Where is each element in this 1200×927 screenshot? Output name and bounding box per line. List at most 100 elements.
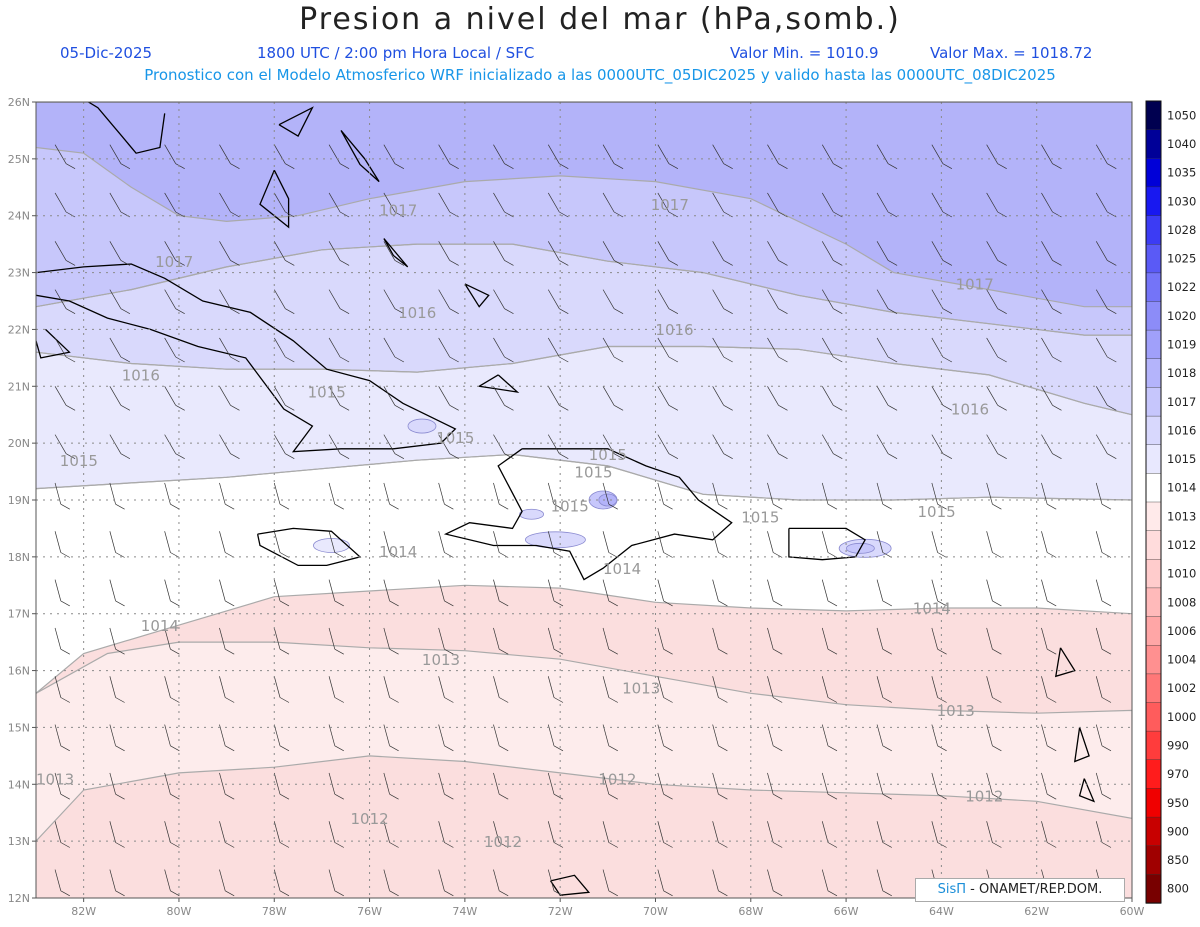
wind-barb <box>657 482 673 510</box>
colorbar-swatch <box>1145 329 1162 360</box>
wind-barb <box>602 772 618 800</box>
wind-barb <box>328 821 344 848</box>
wind-barb <box>109 144 131 170</box>
wind-barb <box>1095 337 1117 363</box>
barb-flag <box>833 453 843 460</box>
wind-barb <box>547 821 564 848</box>
wind-barb <box>54 337 76 363</box>
wind-barb <box>493 627 509 655</box>
wind-barb <box>986 724 1002 752</box>
barb-flag <box>663 842 673 848</box>
wind-barb <box>109 482 125 510</box>
lat-label: 19N <box>8 494 30 507</box>
barb-flag <box>65 260 76 266</box>
wind-barb <box>657 386 679 411</box>
barb-flag <box>499 842 509 848</box>
barb-flag <box>663 890 673 897</box>
wind-barb <box>931 337 953 363</box>
barb-shaft <box>767 241 779 261</box>
barb-flag <box>1107 404 1117 411</box>
barb-flag <box>778 163 788 170</box>
barb-flag <box>279 745 290 752</box>
barb-flag <box>389 793 399 800</box>
barb-flag <box>339 260 350 266</box>
wind-barb <box>1041 482 1057 510</box>
wind-barb <box>547 869 564 897</box>
barb-shaft <box>328 772 336 795</box>
wind-barb <box>712 289 733 315</box>
colorbar-swatch <box>1145 874 1162 904</box>
colorbar-label: 1017 <box>1167 395 1196 409</box>
wind-barb <box>1041 676 1057 703</box>
barb-shaft <box>602 241 615 261</box>
barb-shaft <box>164 144 177 164</box>
lon-label: 82W <box>71 905 96 918</box>
barb-shaft <box>438 337 451 358</box>
barb-flag <box>170 793 180 800</box>
barb-shaft <box>219 241 231 261</box>
wind-barb <box>273 386 295 411</box>
barb-shaft <box>1095 579 1103 601</box>
barb-flag <box>1107 163 1117 170</box>
wind-barb <box>767 289 788 315</box>
barb-flag <box>444 600 454 607</box>
barb-flag <box>285 356 295 363</box>
lon-label: 68W <box>738 905 763 918</box>
barb-shaft <box>54 821 62 843</box>
barb-shaft <box>219 144 231 164</box>
barb-shaft <box>438 531 445 553</box>
wind-barb <box>328 144 350 170</box>
coastline <box>383 238 409 268</box>
lat-label: 24N <box>8 210 30 223</box>
barb-shaft <box>712 482 719 505</box>
wind-barb <box>1041 627 1057 655</box>
wind-barb <box>876 144 898 170</box>
barb-shaft <box>986 579 993 601</box>
wind-barb <box>657 337 679 363</box>
barb-flag <box>833 211 843 218</box>
band-1015 <box>36 346 1132 500</box>
colorbar-swatch <box>1145 272 1162 303</box>
barb-flag <box>230 308 240 315</box>
barb-flag <box>942 260 953 266</box>
wind-barb <box>383 144 405 170</box>
isobar-lines <box>36 102 1132 842</box>
wind-barb <box>876 241 898 266</box>
wind-barb <box>54 579 70 607</box>
high-cell <box>313 538 350 553</box>
barb-flag <box>1047 648 1057 655</box>
barb-shaft <box>383 821 390 843</box>
wind-barb <box>547 289 569 315</box>
lon-label: 66W <box>834 905 859 918</box>
wind-barb <box>438 772 454 800</box>
coastline <box>259 169 290 229</box>
coastline <box>1078 778 1096 803</box>
barb-flag <box>389 890 399 897</box>
barb-flag <box>225 745 235 752</box>
wind-barb <box>438 482 454 510</box>
barb-shaft <box>493 676 500 698</box>
barb-shaft <box>164 531 171 553</box>
wind-barb <box>109 531 125 558</box>
wind-barb <box>712 434 733 460</box>
barb-shaft <box>657 386 670 406</box>
barb-shaft <box>1041 579 1048 601</box>
barb-shaft <box>328 192 341 213</box>
barb-flag <box>444 552 454 558</box>
wind-barb <box>931 386 953 411</box>
wind-barb <box>876 192 898 218</box>
wind-barb <box>767 579 783 607</box>
colorbar-swatch <box>1145 501 1162 532</box>
isobar-label: 1013 <box>36 770 74 788</box>
barb-shaft <box>876 627 884 650</box>
wind-barb <box>1041 434 1062 460</box>
barb-shaft <box>328 434 341 454</box>
wind-barb <box>1095 724 1112 752</box>
barb-shaft <box>821 676 829 698</box>
wind-barb <box>1095 144 1117 170</box>
wind-barb <box>986 386 1007 411</box>
wind-barb <box>986 821 1002 848</box>
colorbar-swatch <box>1145 759 1162 790</box>
wind-barb <box>219 434 240 460</box>
barb-shaft <box>273 337 286 358</box>
